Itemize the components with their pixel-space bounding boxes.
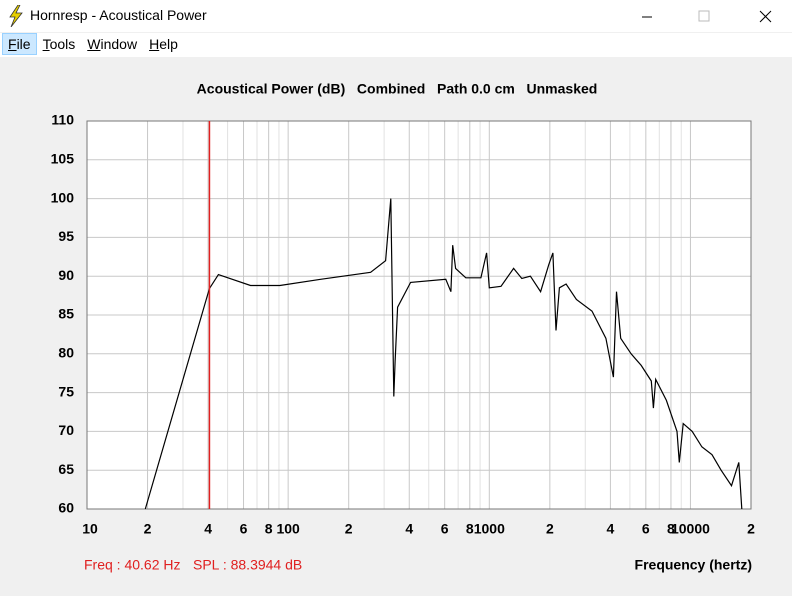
y-tick-label: 110 [51, 112, 74, 128]
y-tick-label: 60 [58, 500, 74, 516]
y-tick-label: 75 [58, 383, 74, 399]
maximize-button[interactable] [698, 10, 710, 22]
x-tick-label: 4 [607, 521, 615, 537]
x-axis-label: Frequency (hertz) [635, 557, 752, 573]
y-tick-label: 80 [58, 345, 74, 361]
x-tick-label: 2 [747, 521, 755, 537]
title-bar: Hornresp - Acoustical Power [0, 0, 792, 32]
response-line [144, 198, 743, 510]
y-tick-label: 65 [58, 461, 74, 477]
x-tick-label: 8 [667, 521, 675, 537]
x-tick-label: 10000 [671, 521, 710, 537]
y-tick-label: 95 [58, 228, 74, 244]
chart-title: Acoustical Power (dB) Combined Path 0.0 … [197, 81, 598, 97]
x-tick-label: 6 [642, 521, 650, 537]
cursor-spl: SPL : 88.3944 dB [193, 557, 302, 573]
x-tick-label: 2 [345, 521, 353, 537]
menu-item[interactable]: Window [87, 36, 138, 52]
x-tick-label: 4 [405, 521, 413, 537]
x-tick-label: 4 [204, 521, 212, 537]
x-tick-label: 10 [82, 521, 98, 537]
plot-border [86, 120, 752, 510]
menu-bar: File Tools Window Help [0, 33, 792, 57]
y-tick-label: 90 [58, 267, 74, 283]
close-button[interactable] [759, 10, 772, 23]
menu-item[interactable]: Tools [42, 36, 76, 52]
x-tick-label: 8 [466, 521, 474, 537]
x-tick-label: 8 [265, 521, 273, 537]
x-tick-label: 6 [441, 521, 449, 537]
y-tick-label: 100 [51, 189, 75, 205]
x-tick-label: 100 [276, 521, 300, 537]
x-tick-label: 1000 [474, 521, 505, 537]
x-tick-label: 2 [546, 521, 554, 537]
cursor-freq: Freq : 40.62 Hz [84, 557, 181, 573]
menu-item[interactable]: File [2, 33, 37, 55]
y-tick-label: 70 [58, 422, 74, 438]
app-icon [9, 5, 23, 27]
window-controls [642, 10, 772, 23]
window-title: Hornresp - Acoustical Power [30, 7, 207, 23]
x-tick-label: 6 [240, 521, 248, 537]
y-tick-label: 105 [51, 151, 75, 167]
chart: Acoustical Power (dB) Combined Path 0.0 … [51, 81, 755, 573]
x-tick-label: 2 [144, 521, 152, 537]
menu-item[interactable]: Help [149, 36, 178, 52]
y-tick-label: 85 [58, 306, 74, 322]
